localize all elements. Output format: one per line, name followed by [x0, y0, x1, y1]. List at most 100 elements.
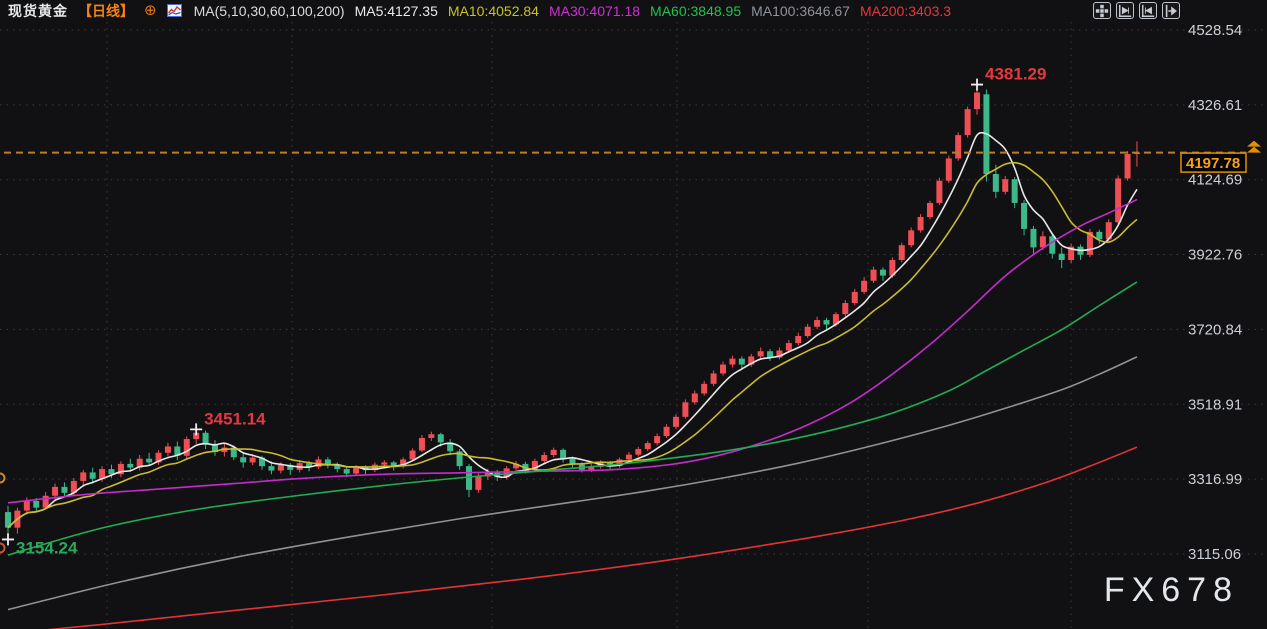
- candle-body: [447, 442, 454, 452]
- candle-body: [155, 452, 162, 463]
- candle-body: [277, 465, 284, 471]
- symbol-title: 现货黄金: [8, 2, 68, 19]
- candle-body: [1039, 236, 1046, 248]
- candle-body: [80, 472, 87, 481]
- candle-body: [503, 468, 510, 478]
- candle-body: [560, 449, 567, 459]
- high-marker-cross: [971, 78, 984, 91]
- candle-body: [306, 463, 313, 467]
- candle-body: [870, 269, 877, 281]
- candle-body: [635, 449, 642, 455]
- candle-body: [757, 351, 764, 357]
- candle-body: [174, 446, 181, 456]
- candle-body: [1030, 228, 1037, 248]
- candle-body: [654, 436, 661, 444]
- candle-body: [541, 455, 548, 461]
- candle-body: [183, 439, 190, 456]
- double-up-arrow-icon: [1247, 140, 1261, 153]
- candle-body: [1011, 179, 1018, 203]
- candle-body: [720, 364, 727, 374]
- chart-header: 现货黄金 【日线】 ⊕ MA(5,10,30,60,100,200) MA5:4…: [0, 0, 1267, 21]
- candle-body: [785, 343, 792, 351]
- candle-body: [729, 358, 736, 365]
- low-price-label: 3154.24: [16, 538, 78, 557]
- candle-body: [776, 350, 783, 358]
- candle-body: [475, 476, 482, 490]
- candle-body: [625, 454, 632, 460]
- candle-body: [1068, 246, 1075, 261]
- candle-body: [955, 135, 962, 159]
- candle-body: [465, 466, 472, 490]
- candle-body: [437, 434, 444, 443]
- ma10-readout: MA10:4052.84: [447, 2, 539, 19]
- move-tool-icon[interactable]: [1093, 2, 1111, 19]
- candle-body: [259, 457, 266, 467]
- candle-body: [1115, 178, 1122, 223]
- candle-body: [418, 437, 425, 451]
- candle-body: [974, 92, 981, 110]
- candle-body: [823, 320, 830, 325]
- candle-body: [1086, 231, 1093, 255]
- candle-body: [879, 269, 886, 276]
- candle-body: [814, 320, 821, 327]
- candle-body: [908, 230, 915, 246]
- candle-body: [127, 463, 134, 468]
- candle-body: [42, 495, 49, 508]
- kline-chart-icon[interactable]: [166, 4, 182, 17]
- candle-body: [569, 458, 576, 465]
- y-axis-scale[interactable]: 4528.54 4326.61 4124.69 3922.76 3720.84 3518.…: [1188, 22, 1242, 563]
- y-axis-label: 3518.91: [1188, 396, 1242, 413]
- scroll-left-edge-icon[interactable]: [1116, 2, 1134, 19]
- candle-body: [324, 459, 331, 465]
- scroll-right-edge-icon[interactable]: [1139, 2, 1157, 19]
- last-price-tag: [1180, 152, 1247, 173]
- high-marker-cross: [190, 423, 203, 436]
- ma30-line: [7, 198, 1138, 504]
- candle-body: [136, 458, 143, 468]
- candle-body: [795, 336, 802, 344]
- candle-body: [146, 458, 153, 463]
- circle-plus-icon[interactable]: ⊕: [144, 1, 157, 19]
- candle-body: [767, 351, 774, 358]
- candle-body: [851, 291, 858, 304]
- candle-body: [616, 459, 623, 467]
- high-price-label: 3451.14: [204, 409, 266, 428]
- candle-body: [531, 460, 538, 470]
- candle-body: [240, 457, 247, 463]
- candle-body: [1058, 253, 1065, 261]
- candle-body: [663, 426, 670, 437]
- candle-body: [5, 512, 11, 528]
- high-price-label: 4381.29: [985, 65, 1046, 84]
- candle-body: [672, 416, 679, 427]
- candle-body: [898, 245, 905, 261]
- candle-body: [400, 459, 407, 467]
- candle-body: [1096, 231, 1103, 240]
- last-price-value: 4197.78: [1186, 155, 1240, 172]
- candle-body: [1124, 154, 1131, 179]
- candle-body: [992, 174, 999, 192]
- candles-layer: [5, 84, 1140, 540]
- clipped-edge-marker: [0, 542, 6, 554]
- candle-body: [202, 432, 209, 445]
- period-tag[interactable]: 【日线】: [78, 2, 134, 19]
- candle-body: [748, 356, 755, 365]
- y-axis-label: 4124.69: [1188, 172, 1242, 189]
- candle-body: [936, 180, 943, 203]
- candle-body: [1002, 179, 1009, 192]
- candle-body: [945, 158, 952, 181]
- candle-body: [99, 469, 106, 479]
- candle-body: [682, 402, 689, 417]
- step-forward-icon[interactable]: [1162, 2, 1180, 19]
- candle-body: [513, 463, 520, 469]
- candle-body: [89, 472, 96, 479]
- candle-body: [334, 464, 341, 470]
- candle-body: [70, 480, 77, 493]
- ma200-readout: MA200:3403.3: [859, 2, 952, 19]
- ma-params-label: MA(5,10,30,60,100,200): [193, 2, 345, 19]
- candle-body: [108, 469, 115, 475]
- candle-body: [804, 326, 811, 337]
- candle-body: [287, 465, 294, 470]
- candle-body: [52, 486, 59, 496]
